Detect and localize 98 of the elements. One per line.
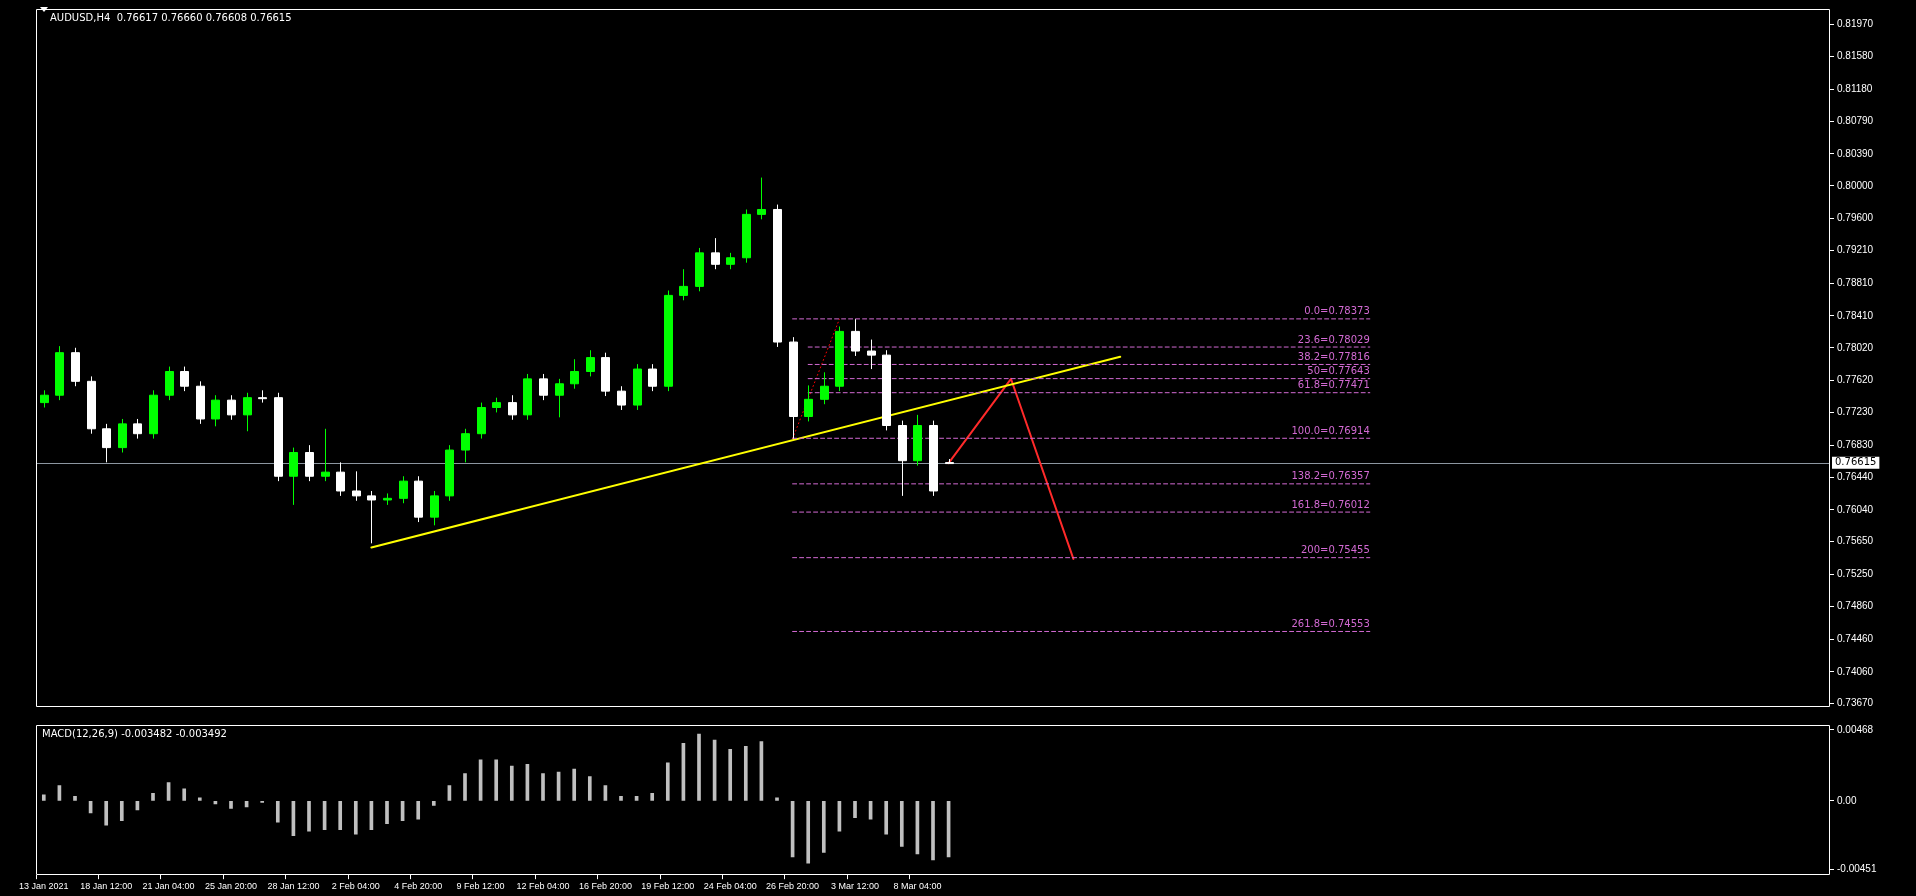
candlestick <box>757 177 766 220</box>
bar <box>728 748 733 801</box>
bar <box>541 773 545 801</box>
bar <box>275 801 280 823</box>
series-label: 38.2=0.77816 <box>1297 351 1370 363</box>
candlestick <box>430 490 439 526</box>
series-label: 261.8=0.74553 <box>1291 618 1370 630</box>
y-tick-label: 0.78020 <box>1837 341 1874 353</box>
bar <box>151 792 155 801</box>
y-tick-label: 0.75250 <box>1837 568 1874 580</box>
series-label: 0.0=0.78373 <box>1304 305 1370 317</box>
y-tick-label: 0.76040 <box>1837 503 1874 515</box>
candlestick <box>305 444 314 482</box>
x-tick-label: 9 Feb 12:00 <box>456 881 505 892</box>
series-label: 161.8=0.76012 <box>1291 498 1370 510</box>
bar <box>463 773 467 801</box>
bar <box>619 795 623 801</box>
y-tick-label: 0.81580 <box>1837 50 1874 62</box>
bar <box>229 801 233 809</box>
y-tick-label: 0.80390 <box>1837 147 1874 159</box>
bar <box>197 797 202 801</box>
y-tick-label: 0.00 <box>1837 794 1857 806</box>
bar <box>41 794 46 801</box>
x-tick-label: 3 Mar 12:00 <box>830 881 880 892</box>
bar <box>104 801 109 826</box>
x-tick-label: 4 Feb 20:00 <box>394 881 443 892</box>
y-tick-label: 0.79210 <box>1837 244 1874 256</box>
y-tick-label: 0.74060 <box>1837 665 1874 677</box>
bar <box>775 797 779 801</box>
series-label: 138.2=0.76357 <box>1291 470 1370 482</box>
x-tick-label: 19 Feb 12:00 <box>641 881 695 892</box>
bar <box>338 801 343 831</box>
bar <box>182 788 187 801</box>
x-tick-label: 16 Feb 20:00 <box>578 881 632 892</box>
series-label: 61.8=0.77471 <box>1297 379 1370 391</box>
x-tick-label: 12 Feb 04:00 <box>516 881 570 892</box>
y-tick-label: 0.78410 <box>1837 309 1874 321</box>
bar <box>899 801 904 847</box>
y-tick-label: 0.80790 <box>1837 114 1874 126</box>
x-tick-label: 8 Mar 04:00 <box>893 881 942 892</box>
x-tick-label: 2 Feb 04:00 <box>331 881 380 892</box>
y-tick-label: 0.76440 <box>1837 470 1874 482</box>
candlestick <box>165 366 174 401</box>
y-tick-label: 0.74460 <box>1837 632 1874 644</box>
bar <box>119 801 124 821</box>
bar <box>494 759 499 801</box>
x-tick-label: 21 Jan 04:00 <box>142 881 195 892</box>
bar <box>307 801 311 832</box>
bar <box>650 792 655 801</box>
y-tick-label: 0.73670 <box>1837 697 1874 709</box>
chart-title: MACD(12,26,9) -0.003482 -0.003492 <box>42 727 227 739</box>
candlestick <box>180 366 189 392</box>
candlestick <box>711 237 720 270</box>
series-label: 23.6=0.78029 <box>1297 333 1370 345</box>
y-tick-label: 0.77620 <box>1837 374 1874 386</box>
y-tick-label: 0.76830 <box>1837 438 1874 450</box>
bar <box>431 801 436 806</box>
bar <box>697 733 701 801</box>
y-tick-label: 0.81180 <box>1837 82 1873 94</box>
x-tick-label: 26 Feb 20:00 <box>766 881 820 892</box>
y-tick-label: 0.79600 <box>1837 212 1874 224</box>
bar <box>587 776 592 801</box>
y-tick-label: -0.00451 <box>1837 863 1877 875</box>
y-tick-label: 0.81970 <box>1837 18 1874 30</box>
y-tick-label: 0.74860 <box>1837 600 1874 612</box>
y-tick-label: 0.75650 <box>1837 535 1874 547</box>
bar <box>353 801 358 835</box>
bar <box>931 801 935 861</box>
y-tick-label: 0.00468 <box>1837 723 1874 735</box>
series-label: 200=0.75455 <box>1300 544 1370 556</box>
series-label: 50=0.77643 <box>1307 365 1370 377</box>
bar <box>806 801 811 864</box>
series-label: 100.0=0.76914 <box>1291 424 1370 436</box>
bar <box>743 745 748 801</box>
x-tick-label: 25 Jan 20:00 <box>204 881 258 892</box>
bar <box>821 801 826 853</box>
bar <box>572 768 577 801</box>
bar <box>385 801 389 824</box>
candlestick <box>539 373 548 401</box>
bar <box>73 795 77 801</box>
bar <box>884 801 889 835</box>
x-tick-label: 13 Jan 2021 <box>19 881 69 892</box>
bar <box>853 801 857 818</box>
y-tick-label: 0.78810 <box>1837 276 1874 288</box>
candlestick <box>461 428 470 463</box>
chart-title: AUDUSD,H4 0.76617 0.76660 0.76608 0.76615 <box>50 11 292 23</box>
candlestick <box>289 447 298 506</box>
x-tick-label: 28 Jan 12:00 <box>267 881 320 892</box>
bar <box>416 801 421 820</box>
x-tick-label: 18 Jan 12:00 <box>80 881 133 892</box>
y-tick-label: 0.80000 <box>1837 179 1874 191</box>
x-tick-label: 24 Feb 04:00 <box>703 881 757 892</box>
ref-line-label: 0.76615 <box>1835 456 1877 468</box>
bar <box>665 762 670 801</box>
candlestick <box>555 378 564 418</box>
candlestick <box>586 349 595 377</box>
y-tick-label: 0.77230 <box>1837 406 1874 418</box>
bar <box>509 765 514 801</box>
